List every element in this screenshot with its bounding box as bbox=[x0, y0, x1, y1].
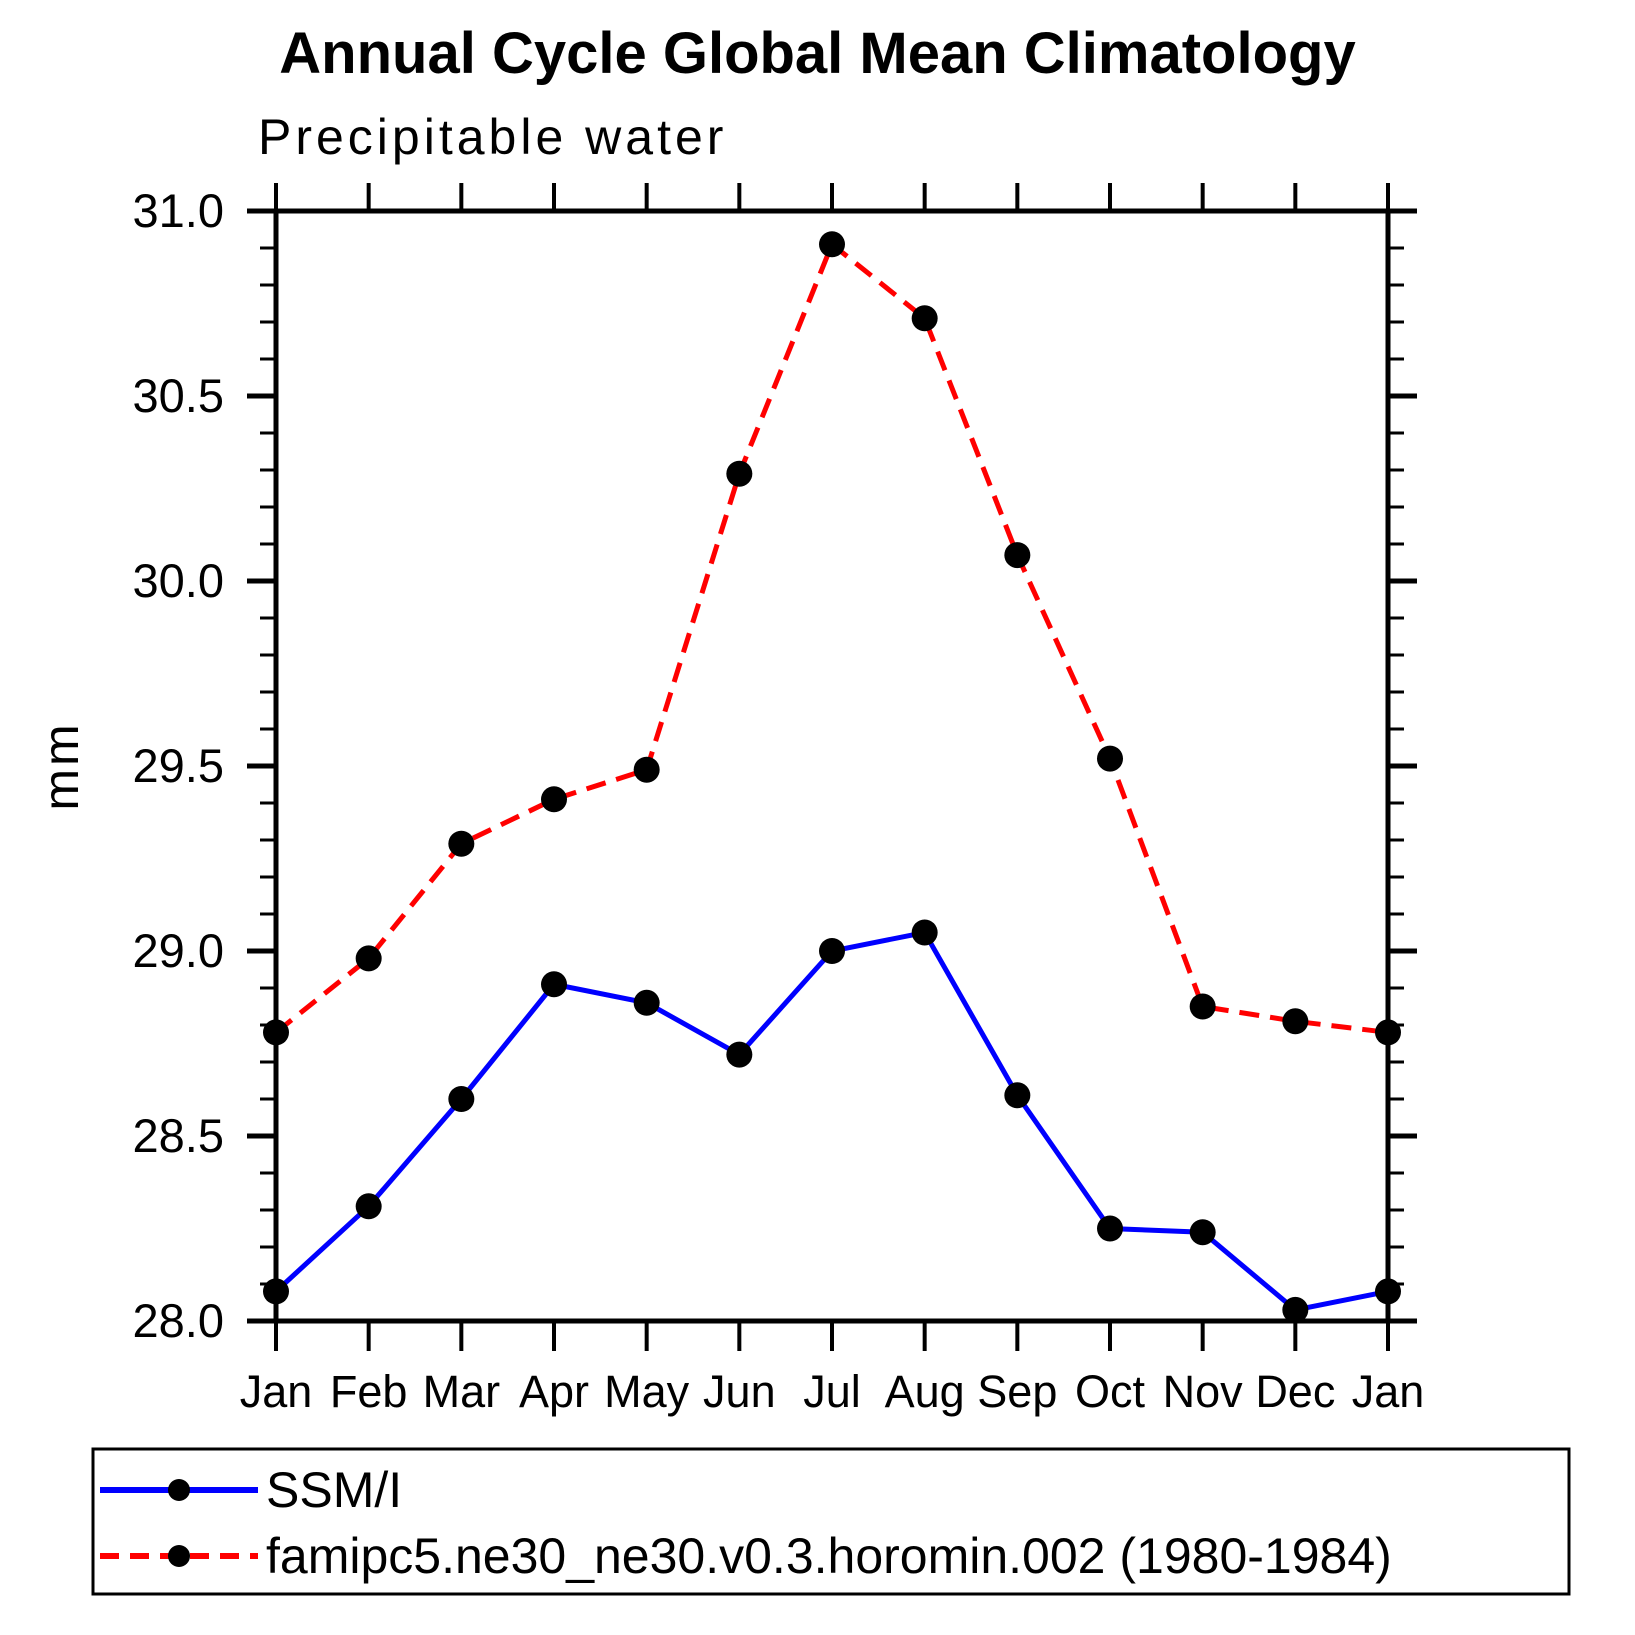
data-point-marker bbox=[1004, 542, 1031, 569]
month-label: Apr bbox=[519, 1366, 589, 1417]
data-point-marker bbox=[541, 971, 567, 998]
chart-title: Annual Cycle Global Mean Climatology bbox=[279, 21, 1356, 86]
y-tick-label: 30.5 bbox=[133, 369, 224, 422]
month-label: Aug bbox=[885, 1366, 965, 1417]
data-point-marker bbox=[819, 231, 845, 258]
legend-entry-label-1: famipc5.ne30_ne30.v0.3.horomin.002 (1980… bbox=[266, 1528, 1392, 1584]
data-point-marker bbox=[448, 830, 475, 857]
data-point-marker bbox=[1189, 1219, 1216, 1246]
legend-box bbox=[91, 1447, 1571, 1596]
series-line-1 bbox=[274, 240, 1389, 1035]
data-point-marker bbox=[1282, 1296, 1309, 1323]
data-point-marker bbox=[263, 1019, 289, 1046]
data-point-marker bbox=[1097, 1215, 1123, 1242]
data-point-marker bbox=[448, 1086, 475, 1112]
data-point-marker bbox=[911, 919, 938, 946]
data-point-marker bbox=[1189, 993, 1216, 1020]
data-point-marker bbox=[1004, 1082, 1031, 1109]
y-tick-label: 29.5 bbox=[133, 739, 224, 792]
month-label: Jan bbox=[240, 1366, 313, 1417]
y-tick-label: 31.0 bbox=[133, 184, 224, 237]
data-point-marker bbox=[633, 989, 660, 1016]
y-tick-label: 29.0 bbox=[133, 924, 224, 977]
month-label: Oct bbox=[1075, 1366, 1146, 1417]
chart-subtitle: Precipitable water bbox=[258, 109, 728, 165]
y-tick-label: 28.5 bbox=[133, 1109, 224, 1162]
month-label: Feb bbox=[330, 1366, 408, 1417]
data-point-marker bbox=[541, 786, 567, 813]
y-tick-label: 28.0 bbox=[133, 1294, 224, 1347]
legend-entry-label-0: SSM/I bbox=[266, 1462, 402, 1518]
data-point-marker bbox=[263, 1278, 289, 1305]
data-point-marker bbox=[633, 756, 660, 783]
data-point-marker bbox=[1375, 1019, 1401, 1046]
data-point-marker bbox=[1097, 745, 1123, 772]
series-line-0 bbox=[274, 929, 1389, 1313]
month-label: Jul bbox=[803, 1366, 861, 1417]
data-point-marker bbox=[355, 945, 382, 972]
data-point-marker bbox=[726, 1041, 753, 1068]
month-label: May bbox=[604, 1366, 690, 1417]
data-point-marker bbox=[819, 938, 845, 964]
data-point-marker bbox=[355, 1193, 382, 1220]
plot-frame bbox=[273, 208, 1391, 1324]
data-point-marker bbox=[1282, 1008, 1309, 1035]
legend-entry-marker-0 bbox=[168, 1479, 190, 1501]
legend-entry-marker-1 bbox=[168, 1545, 190, 1567]
y-axis-title: mm bbox=[33, 721, 89, 810]
data-point-marker bbox=[1375, 1278, 1401, 1305]
month-label: Jun bbox=[703, 1366, 776, 1417]
month-label: Dec bbox=[1255, 1366, 1335, 1417]
data-point-marker bbox=[911, 305, 938, 332]
data-point-marker bbox=[726, 460, 753, 487]
month-label: Sep bbox=[977, 1366, 1057, 1417]
y-tick-label: 30.0 bbox=[133, 554, 224, 607]
month-label: Jan bbox=[1352, 1366, 1425, 1417]
month-label: Mar bbox=[423, 1366, 501, 1417]
month-label: Nov bbox=[1163, 1366, 1244, 1417]
